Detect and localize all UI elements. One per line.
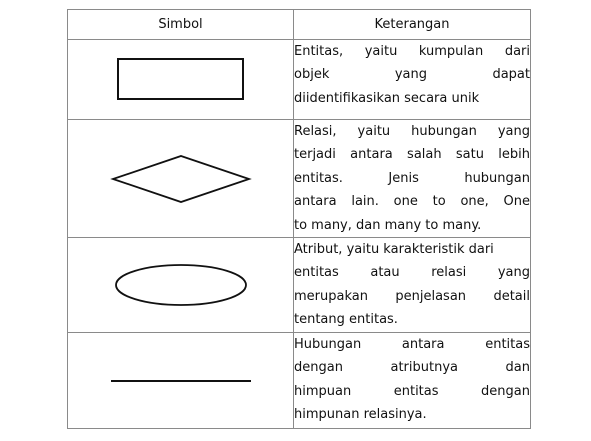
symbol-cell [67, 39, 294, 120]
description-cell: Hubungan antara entitas dengan atributny… [293, 332, 531, 429]
description-line: diidentifikasikan secara unik [294, 90, 480, 106]
description-line: Entitas, yaitu kumpulan dari [294, 44, 530, 59]
table-row: Atribut, yaitu karakteristik dari entita… [67, 237, 531, 333]
header-simbol: Simbol [67, 9, 294, 40]
ellipse-icon [114, 264, 247, 306]
description-cell: Entitas, yaitu kumpulan dari objek yang … [293, 39, 531, 120]
symbol-cell [67, 119, 294, 238]
description-line: tentang entitas. [294, 312, 398, 328]
description-line: himpunan relasinya. [294, 407, 427, 423]
line-icon [110, 379, 251, 382]
description-line: dengan atributnya dan [294, 360, 530, 376]
description-line: Relasi, yaitu hubungan yang [294, 124, 530, 139]
table-row: Hubungan antara entitas dengan atributny… [67, 332, 531, 429]
description-line: merupakan penjelasan detail [294, 288, 530, 304]
header-keterangan: Keterangan [293, 9, 531, 40]
description-line: antara lain. one to one, One [294, 194, 530, 210]
symbol-cell [67, 237, 294, 333]
diamond-icon [109, 154, 252, 203]
description-line: himpuan entitas dengan [294, 383, 530, 399]
description-cell: Atribut, yaitu karakteristik dari entita… [293, 237, 531, 333]
table-row: Relasi, yaitu hubungan yang terjadi anta… [67, 119, 531, 238]
rectangle-icon [116, 57, 244, 100]
header-row: Simbol Keterangan [67, 9, 531, 40]
table-row: Entitas, yaitu kumpulan dari objek yang … [67, 39, 531, 120]
description-line: terjadi antara salah satu lebih [294, 147, 530, 163]
description-line: Atribut, yaitu karakteristik dari [294, 242, 494, 257]
description-line: objek yang dapat [294, 67, 530, 83]
symbol-cell [67, 332, 294, 429]
description-line: Hubungan antara entitas [294, 337, 530, 352]
description-cell: Relasi, yaitu hubungan yang terjadi anta… [293, 119, 531, 238]
description-line: to many, dan many to many. [294, 217, 482, 233]
symbol-table: Simbol Keterangan Entitas, yaitu kumpula… [67, 9, 531, 429]
description-line: entitas. Jenis hubungan [294, 170, 530, 186]
description-line: entitas atau relasi yang [294, 265, 530, 281]
